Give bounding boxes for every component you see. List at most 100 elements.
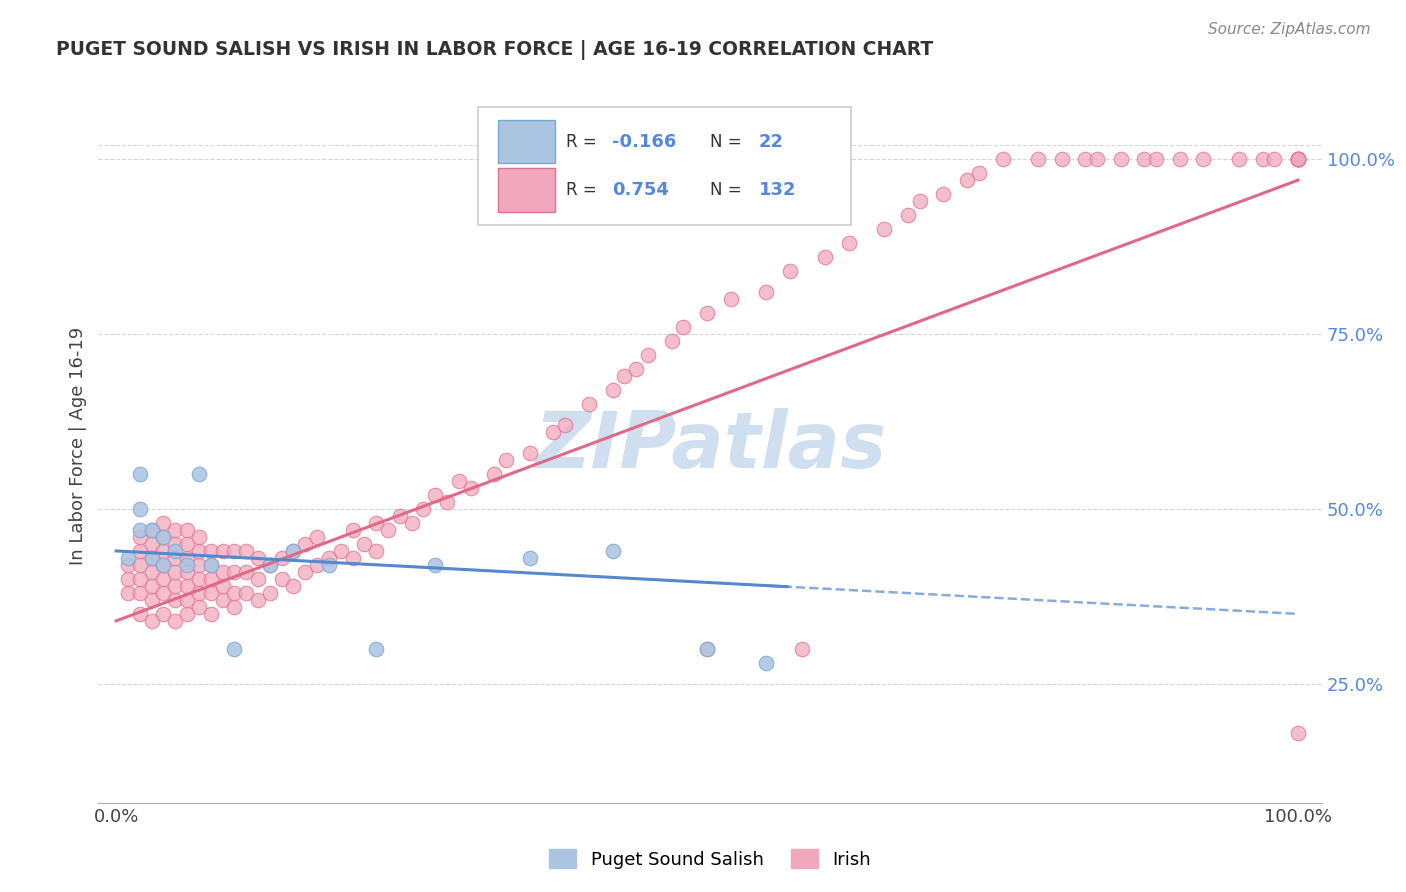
Point — [128, 467, 150, 481]
Point — [519, 550, 541, 565]
Point — [342, 523, 364, 537]
Point — [329, 544, 352, 558]
Point — [211, 579, 233, 593]
Point — [176, 550, 198, 565]
Legend: Puget Sound Salish, Irish: Puget Sound Salish, Irish — [541, 841, 879, 876]
Point — [425, 488, 447, 502]
Point — [283, 544, 305, 558]
Point — [1050, 152, 1073, 166]
Point — [176, 537, 198, 551]
Point — [165, 550, 187, 565]
Point — [1286, 152, 1309, 166]
Point — [307, 558, 329, 572]
Point — [128, 586, 150, 600]
Point — [187, 467, 209, 481]
Point — [366, 641, 388, 656]
Point — [176, 607, 198, 621]
Point — [873, 222, 896, 236]
Point — [128, 558, 150, 572]
Point — [211, 593, 233, 607]
Point — [141, 614, 163, 628]
Point — [165, 579, 187, 593]
Point — [991, 152, 1014, 166]
Text: PUGET SOUND SALISH VS IRISH IN LABOR FORCE | AGE 16-19 CORRELATION CHART: PUGET SOUND SALISH VS IRISH IN LABOR FOR… — [56, 40, 934, 60]
Point — [176, 579, 198, 593]
Point — [165, 537, 187, 551]
Point — [779, 264, 801, 278]
Point — [790, 641, 813, 656]
Point — [495, 453, 517, 467]
Point — [165, 544, 187, 558]
Point — [814, 250, 837, 264]
Text: 22: 22 — [759, 133, 785, 151]
Point — [224, 599, 246, 614]
Point — [366, 516, 388, 530]
Point — [128, 523, 150, 537]
Point — [128, 607, 150, 621]
Point — [1286, 152, 1309, 166]
Point — [152, 572, 174, 586]
Point — [661, 334, 683, 348]
Point — [1085, 152, 1108, 166]
FancyBboxPatch shape — [498, 169, 555, 212]
Text: Source: ZipAtlas.com: Source: ZipAtlas.com — [1208, 22, 1371, 37]
Point — [152, 544, 174, 558]
Point — [187, 530, 209, 544]
Point — [117, 586, 139, 600]
Point — [211, 544, 233, 558]
Point — [259, 586, 281, 600]
Point — [152, 558, 174, 572]
Point — [838, 236, 860, 251]
Point — [165, 593, 187, 607]
Point — [447, 474, 470, 488]
Text: R =: R = — [565, 133, 602, 151]
Point — [187, 599, 209, 614]
Point — [1133, 152, 1156, 166]
Point — [141, 523, 163, 537]
Point — [141, 550, 163, 565]
Point — [366, 544, 388, 558]
Point — [755, 285, 778, 299]
Point — [1286, 152, 1309, 166]
Point — [117, 558, 139, 572]
Point — [200, 544, 222, 558]
Point — [141, 565, 163, 579]
Point — [200, 586, 222, 600]
Point — [128, 502, 150, 516]
Point — [259, 558, 281, 572]
Text: R =: R = — [565, 181, 602, 199]
Point — [152, 586, 174, 600]
Point — [187, 586, 209, 600]
Point — [246, 550, 269, 565]
Point — [187, 558, 209, 572]
Point — [152, 530, 174, 544]
Point — [128, 544, 150, 558]
Text: -0.166: -0.166 — [612, 133, 676, 151]
Point — [401, 516, 423, 530]
Point — [696, 641, 718, 656]
Point — [696, 641, 718, 656]
FancyBboxPatch shape — [498, 120, 555, 163]
Point — [624, 362, 647, 376]
Point — [152, 607, 174, 621]
Point — [720, 292, 742, 306]
Point — [117, 550, 139, 565]
Text: N =: N = — [710, 133, 747, 151]
Point — [235, 544, 257, 558]
Point — [283, 544, 305, 558]
Point — [176, 523, 198, 537]
Point — [128, 572, 150, 586]
Point — [224, 586, 246, 600]
Point — [165, 614, 187, 628]
Point — [1286, 152, 1309, 166]
Point — [117, 572, 139, 586]
Point — [176, 558, 198, 572]
Point — [152, 530, 174, 544]
Point — [554, 417, 576, 432]
Point — [246, 572, 269, 586]
Point — [460, 481, 482, 495]
Point — [152, 516, 174, 530]
Point — [1286, 152, 1309, 166]
Point — [224, 544, 246, 558]
Text: ZIPatlas: ZIPatlas — [534, 408, 886, 484]
